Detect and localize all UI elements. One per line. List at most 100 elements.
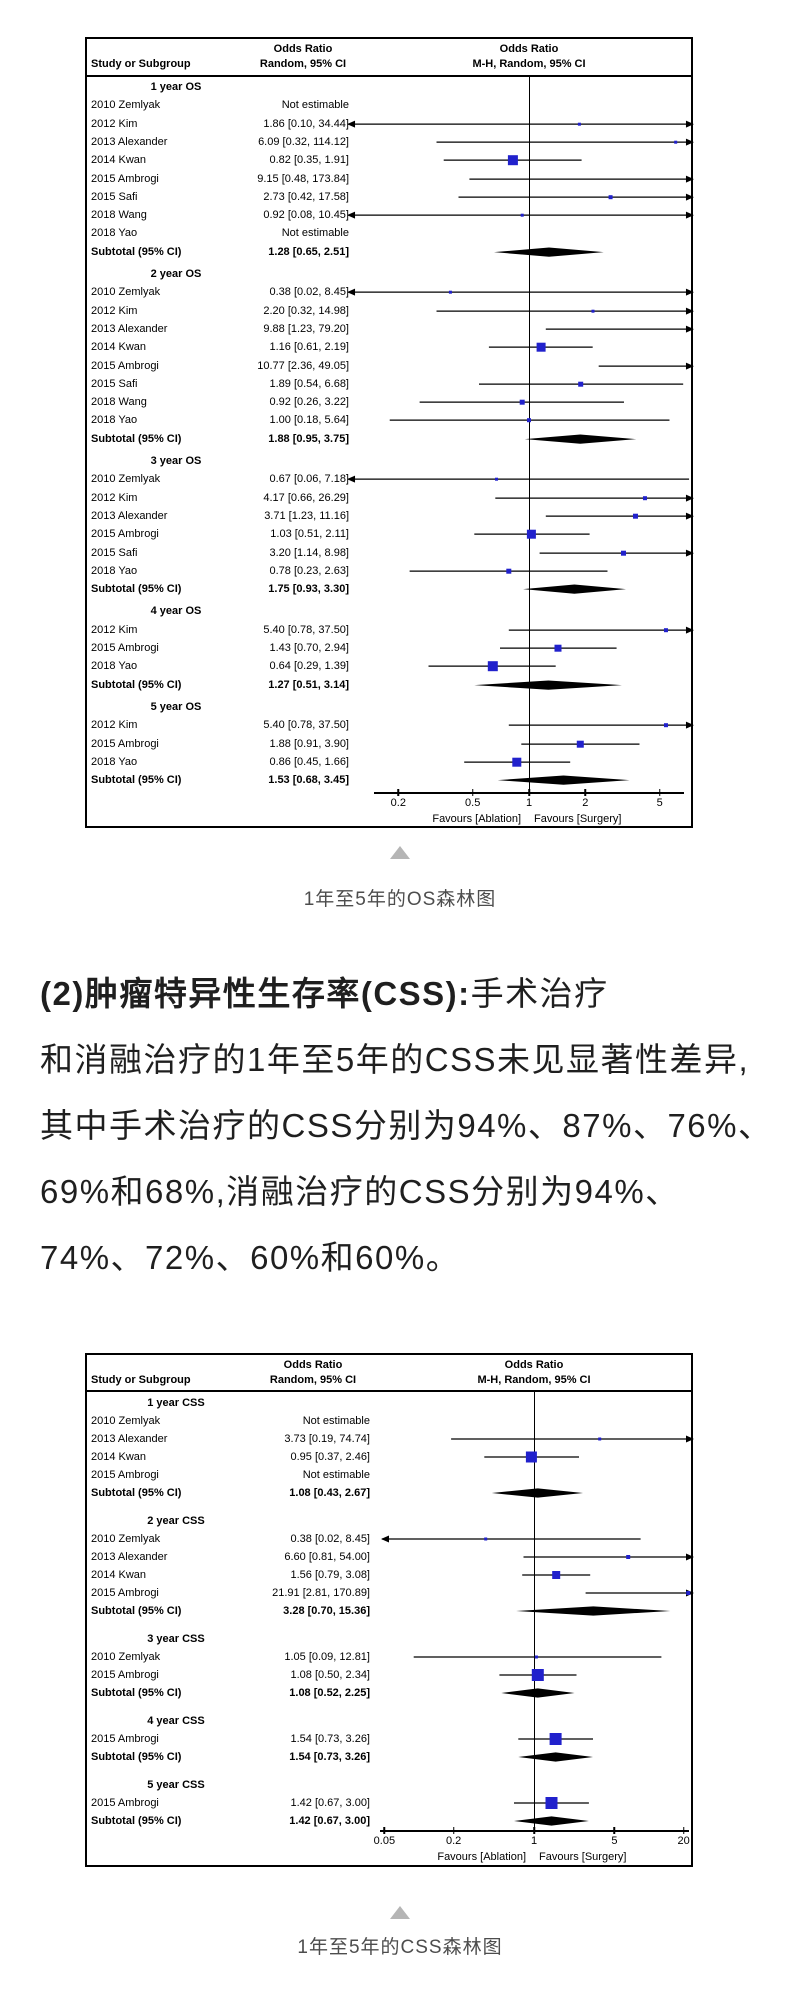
study-label: Subtotal (95% CI) <box>91 1751 182 1763</box>
study-label: 2018 Yao <box>91 564 138 577</box>
ci-arrow-right <box>685 512 694 520</box>
axis-tick-label: 20 <box>677 1835 690 1847</box>
subtotal-diamond <box>501 1688 575 1698</box>
effect-marker <box>448 290 452 294</box>
forest-plot-css: Odds Ratio Odds Ratio Study or Subgroup Ran… <box>85 1353 694 1867</box>
study-label: 2010 Zemlyak <box>91 286 161 299</box>
study-label: 2013 Alexander <box>91 509 168 522</box>
paragraph-lead-bold: (2)肿瘤特异性生存率(CSS): <box>40 975 471 1012</box>
ci-arrow-right <box>685 193 694 201</box>
collapse-arrow-icon[interactable] <box>390 1906 410 1919</box>
ci-arrow-right <box>685 175 694 183</box>
or-ci-value: 0.78 [0.23, 2.63] <box>269 564 349 577</box>
study-label: 2018 Wang <box>91 396 147 409</box>
graph-col-subheader: M-H, Random, 95% CI <box>472 58 586 70</box>
collapse-arrow-icon[interactable] <box>390 846 410 859</box>
study-label: 2010 Zemlyak <box>91 99 161 112</box>
subgroup-label: 3 year OS <box>150 455 202 467</box>
effect-marker <box>642 495 647 500</box>
study-label: 2015 Safi <box>91 190 138 203</box>
study-label: 2015 Safi <box>91 377 138 390</box>
study-label: 2018 Yao <box>91 755 138 768</box>
effect-marker <box>626 1555 631 1559</box>
or-ci-value: 1.08 [0.52, 2.25] <box>289 1687 370 1699</box>
ci-arrow-right <box>686 1435 694 1443</box>
ci-arrow-right <box>685 120 694 128</box>
or-ci-value: 1.89 [0.54, 6.68] <box>269 377 349 390</box>
favours-right-label: Favours [Surgery] <box>539 1851 627 1863</box>
ci-arrow-right <box>685 626 694 634</box>
or-ci-value: 2.73 [0.42, 17.58] <box>263 190 349 203</box>
or-col-subheader: Random, 95% CI <box>269 1374 357 1386</box>
axis-tick <box>613 1827 616 1834</box>
study-label: 2015 Ambrogi <box>91 172 159 185</box>
subtotal-diamond <box>494 247 604 257</box>
ci-arrow-right <box>685 549 694 557</box>
effect-marker <box>591 309 595 313</box>
or-ci-value: 3.28 [0.70, 15.36] <box>283 1605 370 1617</box>
or-ci-value: 0.95 [0.37, 2.46] <box>290 1451 370 1463</box>
effect-marker <box>531 1669 544 1681</box>
paragraph-line: (2)肿瘤特异性生存率(CSS):手术治疗 <box>40 961 766 1027</box>
axis-tick <box>584 789 587 796</box>
effect-marker <box>536 342 546 352</box>
subtotal-diamond <box>514 1816 589 1826</box>
study-label: 2014 Kwan <box>91 1569 147 1581</box>
effect-marker <box>663 723 668 728</box>
or-ci-value: 10.77 [2.36, 49.05] <box>257 359 349 372</box>
subtotal-diamond <box>523 584 626 594</box>
study-label: Subtotal (95% CI) <box>91 1605 182 1617</box>
or-col-header: Odds Ratio <box>283 1359 343 1371</box>
study-label: 2013 Alexander <box>91 1551 168 1563</box>
effect-marker <box>526 418 531 423</box>
or-ci-value: 5.40 [0.78, 37.50] <box>263 623 349 636</box>
subgroup-label: 2 year OS <box>150 268 202 280</box>
study-label: 2013 Alexander <box>91 322 168 335</box>
or-ci-value: 1.75 [0.93, 3.30] <box>268 583 349 596</box>
or-ci-value: 0.38 [0.02, 8.45] <box>269 286 349 299</box>
or-ci-value: 1.28 [0.65, 2.51] <box>268 245 349 258</box>
or-col-header: Odds Ratio <box>273 43 333 55</box>
study-label: 2012 Kim <box>91 719 138 732</box>
or-ci-value: 3.73 [0.19, 74.74] <box>284 1433 370 1445</box>
axis-tick <box>528 789 530 796</box>
study-label: 2015 Safi <box>91 546 138 559</box>
effect-marker <box>632 513 638 519</box>
subgroup-label: 1 year CSS <box>147 1397 205 1409</box>
study-label: 2010 Zemlyak <box>91 473 161 486</box>
study-label: 2010 Zemlyak <box>91 1415 161 1427</box>
effect-marker <box>663 627 668 632</box>
subtotal-diamond <box>474 680 622 690</box>
effect-marker <box>520 213 524 217</box>
or-ci-value: 1.56 [0.79, 3.08] <box>290 1569 370 1581</box>
or-ci-value: 1.08 [0.43, 2.67] <box>289 1487 370 1499</box>
ci-arrow-left <box>381 1535 389 1543</box>
subtotal-diamond <box>524 434 637 444</box>
ci-arrow-right <box>685 307 694 315</box>
study-col-header: Study or Subgroup <box>91 1374 191 1386</box>
or-ci-value: 0.38 [0.02, 8.45] <box>290 1533 370 1545</box>
study-label: 2015 Ambrogi <box>91 359 159 372</box>
or-ci-value: 3.20 [1.14, 8.98] <box>269 546 349 559</box>
or-ci-value: 0.92 [0.26, 3.22] <box>269 396 349 409</box>
study-label: Subtotal (95% CI) <box>91 774 182 787</box>
study-label: 2015 Ambrogi <box>91 528 159 541</box>
study-label: 2015 Ambrogi <box>91 1797 159 1809</box>
or-ci-value: 1.54 [0.73, 3.26] <box>289 1751 370 1763</box>
or-ci-value: 1.05 [0.09, 12.81] <box>284 1651 370 1663</box>
study-label: 2010 Zemlyak <box>91 1651 161 1663</box>
study-label: 2012 Kim <box>91 304 138 317</box>
graph-col-header: Odds Ratio <box>504 1359 564 1371</box>
effect-marker <box>577 122 581 126</box>
or-ci-value: 1.43 [0.70, 2.94] <box>269 642 349 654</box>
study-label: 2015 Ambrogi <box>91 1669 159 1681</box>
study-label: Subtotal (95% CI) <box>91 1815 182 1827</box>
or-ci-value: 1.86 [0.10, 34.44] <box>263 117 349 130</box>
or-ci-value: Not estimable <box>302 1415 370 1427</box>
study-label: 2015 Ambrogi <box>91 1733 159 1745</box>
or-ci-value: 1.54 [0.73, 3.26] <box>290 1733 370 1745</box>
or-ci-value: 1.00 [0.18, 5.64] <box>269 414 349 427</box>
or-ci-value: 1.08 [0.50, 2.34] <box>290 1669 370 1681</box>
effect-marker <box>534 1655 538 1659</box>
or-ci-value: 9.15 [0.48, 173.84] <box>257 172 349 185</box>
